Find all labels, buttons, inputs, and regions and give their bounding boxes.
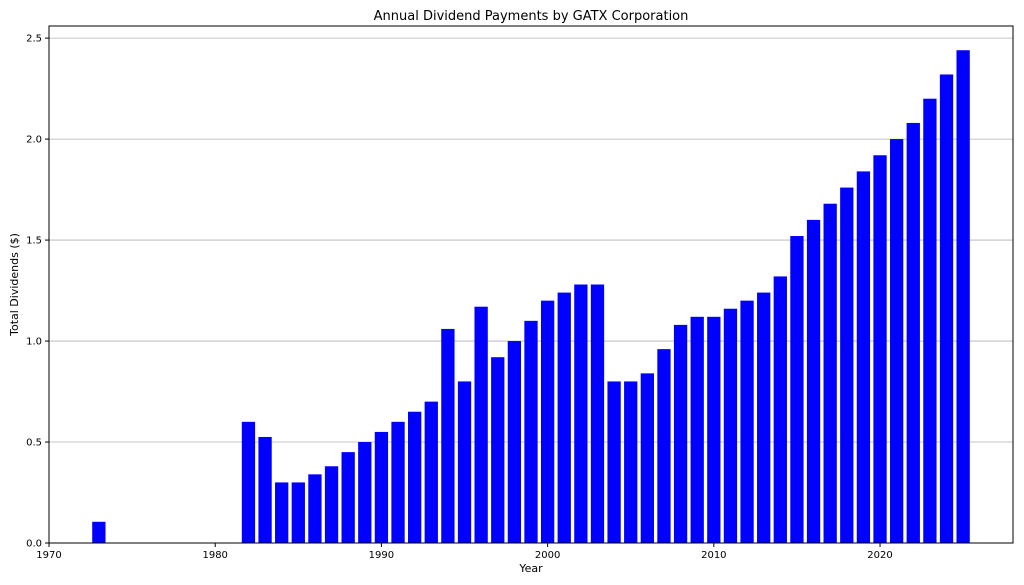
bar-2007	[657, 349, 671, 543]
bar-1997	[491, 357, 505, 543]
bar-1999	[524, 320, 538, 543]
plot-frame	[48, 25, 1014, 544]
bar-1984	[275, 482, 289, 543]
bar-1983	[258, 436, 272, 543]
x-tick-label: 2010	[701, 550, 726, 561]
bar-1988	[341, 452, 355, 543]
y-tick-label: 2.5	[26, 34, 42, 45]
bar-2023	[923, 98, 937, 543]
bar-2008	[673, 324, 688, 543]
x-tick-label: 1970	[36, 550, 61, 561]
bar-2010	[707, 316, 721, 543]
bar-1982	[241, 421, 256, 543]
y-tick-label: 0.0	[26, 539, 42, 550]
x-tick-label: 1990	[369, 550, 394, 561]
x-axis-label: Year	[518, 562, 543, 575]
bar-1985	[291, 482, 305, 543]
bar-2014	[773, 276, 787, 543]
bar-1998	[507, 341, 522, 543]
bar-2017	[823, 203, 837, 543]
bar-1989	[358, 442, 372, 543]
bar-1991	[391, 421, 405, 543]
y-tick-label: 2.0	[26, 135, 42, 146]
bar-1995	[457, 381, 472, 543]
bar-1994	[441, 328, 455, 543]
y-axis-ticks: 0.0 0.5 1.0 1.5 2.0 2.5	[26, 34, 49, 550]
bar-2004	[607, 381, 621, 543]
bar-1973	[92, 521, 106, 543]
x-axis-ticks: 1970 1980 1990 2000 2010 2020	[36, 543, 893, 561]
y-tick-label: 1.0	[26, 337, 42, 348]
chart-title: Annual Dividend Payments by GATX Corpora…	[374, 9, 689, 24]
bar-2009	[690, 316, 704, 543]
bar-2022	[906, 122, 920, 543]
bar-1993	[424, 401, 438, 543]
bar-2019	[856, 171, 871, 543]
bar-1996	[474, 306, 488, 543]
bar-2001	[557, 292, 571, 543]
bar-2002	[574, 284, 588, 543]
bar-1986	[308, 474, 322, 543]
bar-2016	[806, 219, 821, 543]
bar-2020	[873, 155, 887, 543]
y-tick-label: 1.5	[26, 236, 42, 247]
bar-2021	[890, 139, 904, 543]
bar-2025	[956, 50, 970, 543]
x-tick-label: 2000	[535, 550, 560, 561]
bar-2011	[723, 308, 738, 543]
bar-1987	[324, 466, 339, 543]
bar-2018	[840, 187, 854, 543]
bar-2024	[939, 74, 954, 543]
y-axis-label: Total Dividends ($)	[8, 233, 21, 337]
bar-2006	[640, 373, 654, 543]
bar-2005	[624, 381, 638, 543]
bar-2012	[740, 300, 754, 543]
bars	[92, 50, 970, 543]
y-tick-label: 0.5	[26, 438, 42, 449]
bar-1990	[374, 431, 389, 543]
bar-2000	[540, 300, 555, 543]
x-tick-label: 2020	[867, 550, 892, 561]
bar-2013	[757, 292, 771, 543]
bar-2015	[790, 236, 804, 543]
bar-1992	[408, 411, 422, 543]
x-tick-label: 1980	[202, 550, 227, 561]
bar-2003	[590, 284, 605, 543]
